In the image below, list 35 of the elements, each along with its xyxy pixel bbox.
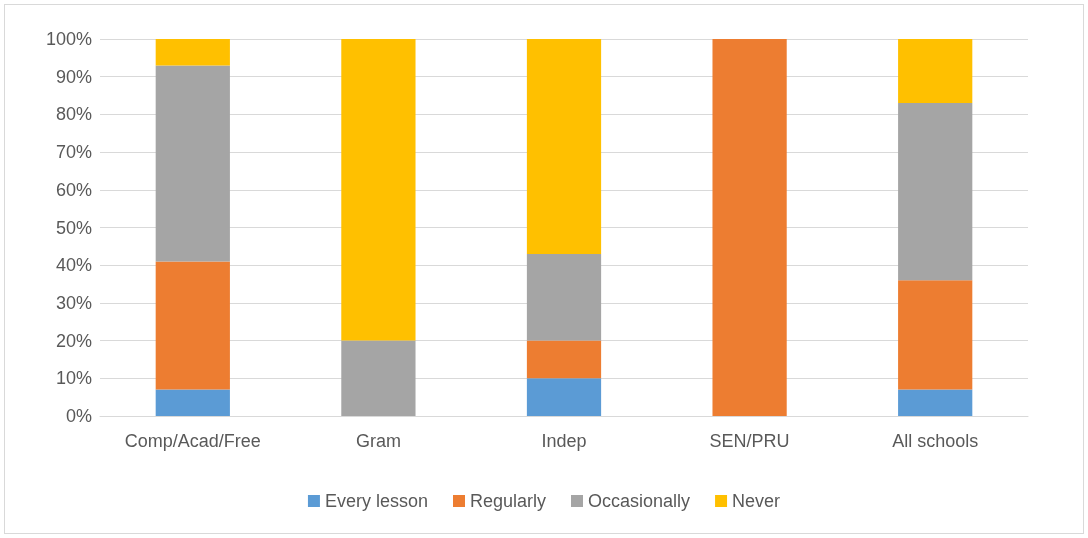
bar: [526, 340, 602, 379]
bar: [155, 65, 230, 262]
x-tick-label: Gram: [355, 431, 401, 451]
legend-label: Never: [732, 491, 781, 511]
bar: [712, 39, 787, 416]
bar: [898, 39, 973, 104]
legend-label: Regularly: [469, 491, 547, 511]
bar: [341, 340, 416, 416]
x-tick-label: Comp/Acad/Free: [124, 431, 261, 451]
bar: [526, 253, 602, 341]
bar: [341, 39, 416, 341]
bar: [155, 389, 230, 416]
y-tick-label: 30%: [55, 292, 92, 313]
y-tick-label: 20%: [55, 330, 92, 351]
x-tick-label: SEN/PRU: [709, 431, 790, 451]
bar: [155, 39, 230, 66]
y-tick-label: 40%: [55, 255, 92, 276]
y-tick-label: 0%: [65, 406, 92, 426]
x-tick-label: All schools: [892, 431, 979, 451]
bar: [898, 103, 973, 281]
y-tick-label: 70%: [55, 142, 92, 163]
x-tick-label: Indep: [541, 431, 587, 451]
bar: [898, 389, 973, 416]
y-tick-label: 100%: [45, 29, 92, 49]
bar: [526, 39, 602, 254]
y-tick-label: 10%: [55, 368, 92, 389]
bar: [898, 280, 973, 390]
y-tick-label: 80%: [55, 104, 92, 125]
bar: [526, 378, 602, 416]
y-tick-label: 60%: [55, 179, 92, 200]
legend-label: Every lesson: [324, 491, 428, 511]
bar: [155, 261, 230, 390]
y-tick-label: 50%: [55, 217, 92, 238]
y-tick-label: 90%: [55, 66, 92, 87]
legend-label: Occasionally: [588, 491, 691, 511]
